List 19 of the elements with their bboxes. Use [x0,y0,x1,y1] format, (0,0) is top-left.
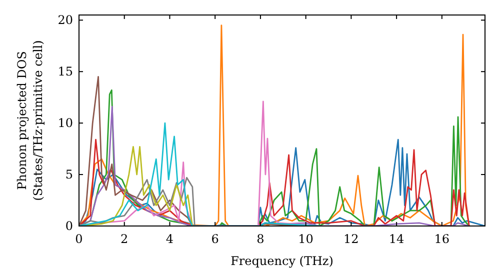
y-axis-title: Phonon projected DOS (States/THz·primitive cell) [15,40,45,201]
x-tick-label: 2 [120,232,128,246]
x-tick-label: 10 [298,232,314,246]
y-tick-label: 0 [65,219,73,233]
x-tick-label: 14 [388,232,405,246]
x-tick-label: 8 [256,232,264,246]
line-series [79,122,320,226]
y-tick-label: 5 [65,168,73,182]
x-tick-label: 12 [344,232,359,246]
x-axis-title: Frequency (THz) [230,254,334,268]
x-tick-label: 6 [211,232,219,246]
line-series [79,176,196,226]
line-series [79,24,470,226]
x-tick-label: 0 [75,232,83,246]
y-tick-label: 20 [58,13,73,28]
y-tick-label: 15 [58,64,73,79]
x-tick-label: 16 [434,232,450,246]
y-tick-label: 10 [58,116,73,130]
x-tick-label: 4 [166,232,174,246]
